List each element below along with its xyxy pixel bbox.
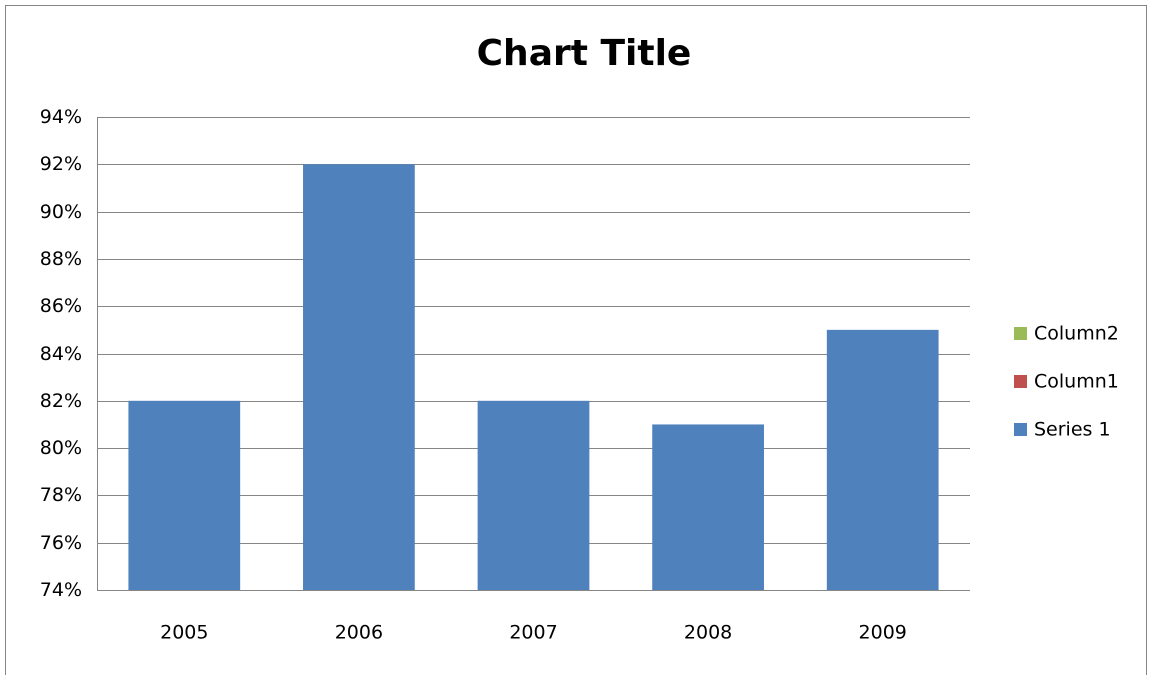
y-tick-label: 90% — [40, 201, 82, 223]
x-tick-label: 2006 — [335, 622, 383, 644]
legend-label: Column1 — [1034, 371, 1119, 393]
legend-label: Series 1 — [1034, 419, 1111, 441]
bar — [303, 164, 415, 591]
x-tick-label: 2009 — [859, 622, 907, 644]
y-tick-label: 74% — [40, 579, 82, 601]
y-tick-label: 86% — [40, 295, 82, 317]
x-tick-label: 2008 — [684, 622, 732, 644]
bar — [477, 400, 590, 590]
legend-label: Column2 — [1034, 323, 1119, 345]
legend-swatch — [1014, 327, 1027, 340]
y-tick-label: 82% — [40, 390, 82, 412]
y-tick-label: 94% — [40, 106, 82, 128]
chart-title: Chart Title — [477, 33, 692, 74]
y-tick-label: 84% — [40, 343, 82, 365]
legend-swatch — [1014, 423, 1027, 436]
legend-swatch — [1014, 375, 1027, 388]
y-tick-label: 78% — [40, 484, 82, 506]
y-tick-label: 80% — [40, 437, 82, 459]
bar — [652, 424, 764, 590]
y-tick-label: 88% — [40, 248, 82, 270]
x-tick-label: 2005 — [160, 622, 208, 644]
x-tick-label: 2007 — [509, 622, 557, 644]
bar — [128, 400, 241, 590]
y-tick-label: 92% — [40, 153, 82, 175]
bar — [826, 329, 939, 590]
y-tick-label: 76% — [40, 532, 82, 554]
